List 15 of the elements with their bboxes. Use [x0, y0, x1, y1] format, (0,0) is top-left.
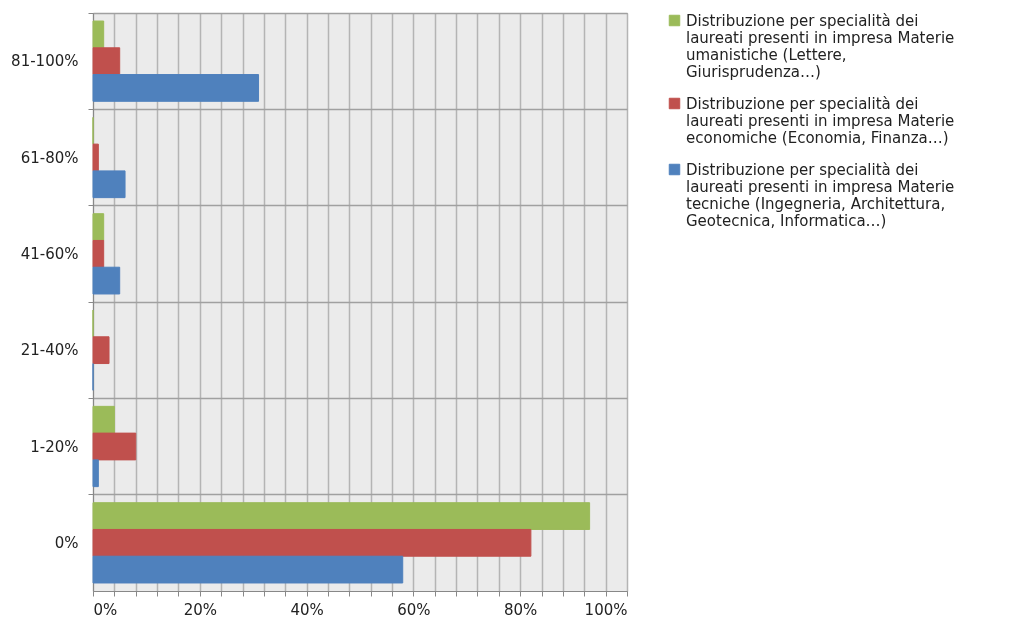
- legend-label: Distribuzione per specialità dei laureati presenti in impresa Materie tecniche (Ingegneria, Architettura, Geotecnica, Informatica…): [686, 160, 955, 230]
- y-tick-label: 81-100%: [11, 52, 79, 71]
- y-tick-label: 1-20%: [30, 437, 79, 456]
- y-tick-label: 61-80%: [20, 148, 79, 167]
- x-tick-label: 60%: [397, 600, 431, 619]
- x-tick-label: 40%: [290, 600, 324, 619]
- y-tick-label: 21-40%: [20, 341, 79, 360]
- legend-label: Distribuzione per specialità dei laureati presenti in impresa Materie umanistiche (Lettere, Giurisprudenza…): [686, 11, 955, 81]
- x-tick-label: 100%: [584, 600, 628, 619]
- x-tick-label: 80%: [504, 600, 538, 619]
- y-tick-label: 41-60%: [20, 244, 79, 263]
- x-tick-label: 20%: [183, 600, 217, 619]
- x-tick-label: 0%: [93, 600, 118, 619]
- legend-label: Distribuzione per specialità dei laureati presenti in impresa Materie economiche (Economia, Finanza…): [686, 94, 955, 147]
- y-tick-label: 0%: [54, 533, 79, 552]
